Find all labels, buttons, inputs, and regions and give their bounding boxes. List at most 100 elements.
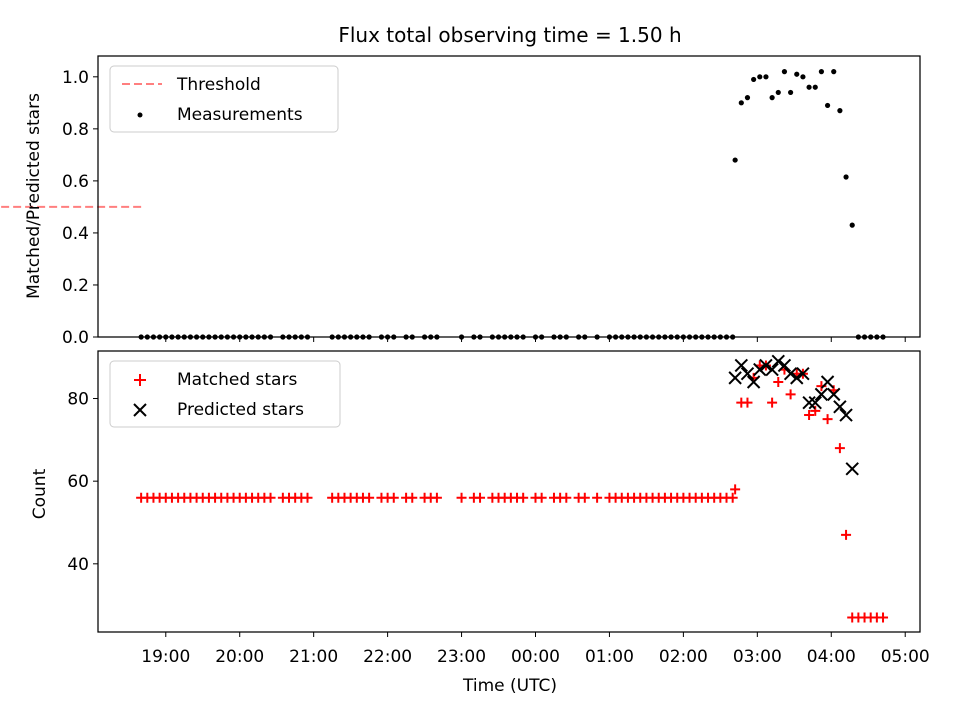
measurement-point <box>837 108 843 114</box>
x-tick-label: 02:00 <box>659 647 708 667</box>
measurement-point <box>800 74 806 80</box>
measurement-point <box>818 69 825 75</box>
predicted-star-point <box>814 387 829 402</box>
bottom-legend-box <box>109 360 341 428</box>
top-legend-box <box>109 65 339 133</box>
top-x-ticks <box>165 337 906 342</box>
measurement-point <box>849 222 855 228</box>
matched-star-point <box>561 492 572 503</box>
measurement-point <box>831 69 837 75</box>
matched-star-point <box>592 492 603 503</box>
bottom-legend: Matched stars Predicted stars <box>109 360 341 428</box>
x-tick-label: 04:00 <box>807 647 856 667</box>
predicted-star-point <box>827 387 841 402</box>
measurement-point <box>806 84 812 90</box>
predicted-legend-label: Predicted stars <box>177 400 304 420</box>
x-tick-label: 01:00 <box>585 647 634 667</box>
matched-star-point <box>742 397 753 408</box>
top-y-tick-label: 0.6 <box>62 172 89 192</box>
matched-legend-label: Matched stars <box>177 370 297 390</box>
matched-star-point <box>730 484 741 495</box>
matched-star-point <box>834 443 845 454</box>
matched-star-point <box>804 410 815 421</box>
predicted-star-point <box>796 367 810 381</box>
bottom-panel: 40 60 80 19:00 20:00 21:00 22:00 23:00 00:00 01:… <box>30 350 930 696</box>
measurement-point <box>812 84 818 90</box>
top-y-ticks: 0.0 0.2 0.4 0.6 0.8 1.0 <box>62 68 98 348</box>
matched-star-point <box>767 397 778 408</box>
matched-star-point <box>518 492 529 503</box>
matched-star-point <box>785 389 796 400</box>
measurement-point <box>732 157 738 163</box>
predicted-star-point <box>753 362 767 377</box>
measurement-point <box>751 76 757 83</box>
threshold-legend-label: Threshold <box>176 75 261 95</box>
measurements-legend-label: Measurements <box>177 105 303 125</box>
matched-star-point <box>536 492 547 503</box>
matched-legend-marker <box>134 374 146 386</box>
x-tick-label: 03:00 <box>733 647 782 667</box>
measurement-point <box>787 89 794 96</box>
top-marks <box>0 69 886 340</box>
predicted-star-point <box>833 400 847 414</box>
bottom-y-axis-label: Count <box>30 468 50 519</box>
measurement-point <box>781 69 788 75</box>
top-axes-frame <box>97 55 921 338</box>
top-y-tick-label: 0.0 <box>62 328 89 348</box>
predicted-star-point <box>808 395 822 410</box>
measurement-point <box>744 95 751 101</box>
predicted-star-point <box>740 367 755 381</box>
chart-title: Flux total observing time = 1.50 h <box>338 23 681 47</box>
bottom-x-ticks: 19:00 20:00 21:00 22:00 23:00 00:00 01:00 02:00… <box>141 632 930 667</box>
matched-star-point <box>475 492 486 503</box>
measurement-point <box>824 102 831 109</box>
matched-star-point <box>456 492 467 503</box>
x-tick-label: 23:00 <box>437 647 486 667</box>
measurement-point <box>769 95 775 101</box>
matched-star-point <box>364 492 375 503</box>
measurement-point <box>757 74 763 80</box>
predicted-star-point <box>802 395 816 410</box>
bottom-marks <box>136 354 889 623</box>
x-tick-label: 20:00 <box>215 647 264 667</box>
predicted-star-point <box>734 358 749 373</box>
matched-star-point <box>841 529 852 540</box>
predicted-star-point <box>790 371 804 385</box>
x-tick-label: 05:00 <box>881 647 930 667</box>
predicted-star-point <box>759 358 773 373</box>
predicted-legend-marker <box>133 403 147 417</box>
predicted-star-point <box>777 358 792 373</box>
matched-star-point <box>388 492 399 503</box>
top-panel: 0.0 0.2 0.4 0.6 0.8 1.0 Matched/Predicted sta… <box>0 55 921 348</box>
predicted-star-point <box>765 362 779 377</box>
measurement-point <box>843 174 849 180</box>
predicted-star-point <box>839 408 853 422</box>
x-tick-label: 21:00 <box>289 647 338 667</box>
bottom-axes-frame <box>97 350 921 633</box>
bottom-y-tick-label: 40 <box>67 555 89 575</box>
bottom-y-tick-label: 80 <box>67 390 89 410</box>
matched-star-point <box>265 492 276 503</box>
bottom-y-tick-label: 60 <box>67 472 89 492</box>
predicted-star-point <box>783 367 798 381</box>
predicted-star-point <box>771 354 785 369</box>
matched-star-point <box>579 492 590 503</box>
measurement-point <box>738 100 744 106</box>
predicted-star-point <box>820 375 835 389</box>
matched-star-point <box>727 492 738 503</box>
matched-star-point <box>407 492 418 503</box>
x-axis-label: Time (UTC) <box>462 676 557 696</box>
top-y-tick-label: 0.4 <box>62 224 89 244</box>
matched-star-point <box>878 612 889 623</box>
predicted-star-point <box>746 375 761 389</box>
matched-star-point <box>302 492 313 503</box>
bottom-y-ticks: 40 60 80 <box>67 390 98 575</box>
top-legend: Threshold Measurements <box>109 65 339 133</box>
x-tick-label: 00:00 <box>511 647 560 667</box>
predicted-star-point <box>845 462 859 476</box>
matched-star-point <box>822 414 833 425</box>
top-y-tick-label: 0.2 <box>62 276 89 296</box>
matched-star-point <box>773 376 784 387</box>
measurement-point <box>794 71 800 77</box>
